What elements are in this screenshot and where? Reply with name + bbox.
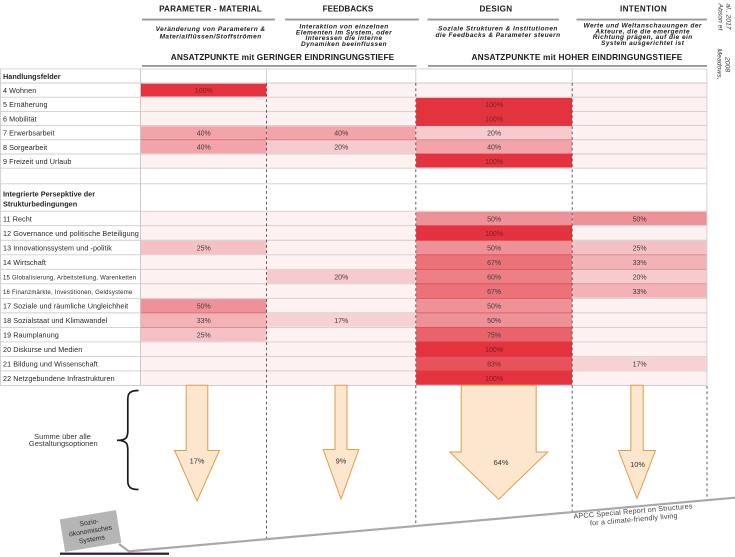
svg-text:40%: 40% xyxy=(197,131,211,138)
svg-text:ANSATZPUNKTE mit HOHER EINDRIN: ANSATZPUNKTE mit HOHER EINDRINGUNGSTIEFE xyxy=(472,52,683,62)
svg-text:18 Sozialstaat und Klimawandel: 18 Sozialstaat und Klimawandel xyxy=(3,316,108,325)
svg-text:Werte und Weltanschauungen der: Werte und Weltanschauungen der xyxy=(584,23,702,30)
svg-text:PARAMETER - MATERIAL: PARAMETER - MATERIAL xyxy=(159,4,262,13)
svg-text:6 Mobilität: 6 Mobilität xyxy=(3,114,37,123)
svg-text:17%: 17% xyxy=(190,457,205,466)
svg-text:20 Diskurse und Medien: 20 Diskurse und Medien xyxy=(3,345,82,354)
svg-text:FEEDBACKS: FEEDBACKS xyxy=(323,4,374,13)
svg-text:40%: 40% xyxy=(334,131,348,138)
svg-text:Strukturbedingungen: Strukturbedingungen xyxy=(3,199,77,208)
svg-text:100%: 100% xyxy=(485,376,503,383)
svg-text:100%: 100% xyxy=(195,88,213,95)
svg-text:50%: 50% xyxy=(487,318,501,325)
svg-text:Veränderung von Parametern &: Veränderung von Parametern & xyxy=(156,26,266,33)
svg-text:12 Governance und politische B: 12 Governance und politische Beteiligung xyxy=(3,229,139,238)
svg-text:20%: 20% xyxy=(487,131,501,138)
svg-text:100%: 100% xyxy=(485,159,503,166)
svg-text:17%: 17% xyxy=(334,318,348,325)
svg-text:20%: 20% xyxy=(633,274,647,281)
svg-text:25%: 25% xyxy=(197,332,211,339)
svg-text:14 Wirtschaft: 14 Wirtschaft xyxy=(3,258,46,267)
svg-text:100%: 100% xyxy=(485,116,503,123)
svg-text:2008: 2008 xyxy=(724,56,731,72)
svg-text:al., 2017: al., 2017 xyxy=(725,4,732,30)
svg-text:83%: 83% xyxy=(487,362,501,369)
svg-text:100%: 100% xyxy=(485,102,503,109)
svg-text:67%: 67% xyxy=(487,289,501,296)
svg-text:Soziale Strukturen & Instituti: Soziale Strukturen & Institutionen xyxy=(438,26,558,33)
svg-text:25%: 25% xyxy=(633,245,647,252)
svg-text:Meadows,: Meadows, xyxy=(716,49,723,80)
svg-text:33%: 33% xyxy=(633,260,647,267)
svg-text:Integrierte Persepktive der: Integrierte Persepktive der xyxy=(3,189,95,198)
svg-text:Interaktion von einzelnen: Interaktion von einzelnen xyxy=(299,23,388,30)
svg-text:Dynamiken beeinflussen: Dynamiken beeinflussen xyxy=(301,41,387,48)
svg-text:Gestaltungsoptionen: Gestaltungsoptionen xyxy=(29,439,98,448)
svg-text:100%: 100% xyxy=(485,231,503,238)
svg-text:64%: 64% xyxy=(494,458,509,467)
svg-text:40%: 40% xyxy=(487,145,501,152)
svg-text:17%: 17% xyxy=(633,362,647,369)
svg-text:die Feedbacks & Parameter steu: die Feedbacks & Parameter steuern xyxy=(435,32,560,39)
svg-text:ANSATZPUNKTE mit GERINGER EIND: ANSATZPUNKTE mit GERINGER EINDRINGUNGSTI… xyxy=(171,52,395,62)
svg-text:33%: 33% xyxy=(197,318,211,325)
svg-text:Interessen die interne: Interessen die interne xyxy=(305,35,382,42)
svg-text:Materialflüssen/Stoffströmen: Materialflüssen/Stoffströmen xyxy=(160,34,262,41)
svg-text:Abson et: Abson et xyxy=(717,3,724,32)
svg-text:DESIGN: DESIGN xyxy=(480,4,513,13)
svg-text:50%: 50% xyxy=(633,216,647,223)
svg-text:4 Wohnen: 4 Wohnen xyxy=(3,86,36,95)
svg-text:Akteure, die die emergente: Akteure, die die emergente xyxy=(594,28,690,35)
svg-text:Richtung prägen, auf die ein: Richtung prägen, auf die ein xyxy=(593,34,693,41)
svg-text:67%: 67% xyxy=(487,260,501,267)
svg-text:21 Bildung und Wissenschaft: 21 Bildung und Wissenschaft xyxy=(3,360,98,369)
svg-text:8 Sorgearbeit: 8 Sorgearbeit xyxy=(3,143,47,152)
svg-text:Systems: Systems xyxy=(79,534,106,545)
svg-text:100%: 100% xyxy=(485,347,503,354)
svg-text:Elementen im System, oder: Elementen im System, oder xyxy=(296,29,392,36)
svg-text:25%: 25% xyxy=(197,245,211,252)
svg-text:13 Innovationssystem und -poli: 13 Innovationssystem und -politik xyxy=(3,243,112,252)
svg-text:9%: 9% xyxy=(336,457,347,466)
svg-text:50%: 50% xyxy=(197,303,211,310)
svg-text:50%: 50% xyxy=(487,245,501,252)
svg-text:16 Finanzmärkte, Investitionen: 16 Finanzmärkte, Investitionen, Geldsyst… xyxy=(3,290,133,296)
svg-text:50%: 50% xyxy=(487,303,501,310)
svg-text:9 Freizeit und Urlaub: 9 Freizeit und Urlaub xyxy=(3,157,71,166)
svg-text:INTENTION: INTENTION xyxy=(620,4,667,13)
svg-text:10%: 10% xyxy=(630,460,645,469)
svg-text:22 Netzgebundene Infrastruktur: 22 Netzgebundene Infrastrukturen xyxy=(3,374,115,383)
svg-text:Handlungsfelder: Handlungsfelder xyxy=(3,72,61,81)
svg-text:System ausgerichtet ist: System ausgerichtet ist xyxy=(601,40,685,47)
svg-text:5 Ernäherung: 5 Ernäherung xyxy=(3,100,48,109)
svg-text:20%: 20% xyxy=(334,274,348,281)
svg-text:40%: 40% xyxy=(197,145,211,152)
svg-text:50%: 50% xyxy=(487,216,501,223)
svg-text:Sozio-: Sozio- xyxy=(79,518,99,528)
svg-text:75%: 75% xyxy=(487,332,501,339)
svg-text:Summe über alle: Summe über alle xyxy=(34,432,91,441)
svg-text:20%: 20% xyxy=(334,145,348,152)
svg-text:19 Raumplanung: 19 Raumplanung xyxy=(3,331,59,340)
svg-text:17 Soziale und räumliche Ungle: 17 Soziale und räumliche Ungleichheit xyxy=(3,302,128,311)
svg-text:11 Recht: 11 Recht xyxy=(3,214,32,223)
svg-text:15 Globalisierung, Arbeitsteil: 15 Globalisierung, Arbeitsteilung, Waren… xyxy=(3,275,136,281)
svg-text:7 Erwerbsarbeit: 7 Erwerbsarbeit xyxy=(3,129,55,138)
svg-text:33%: 33% xyxy=(633,289,647,296)
svg-text:60%: 60% xyxy=(487,274,501,281)
